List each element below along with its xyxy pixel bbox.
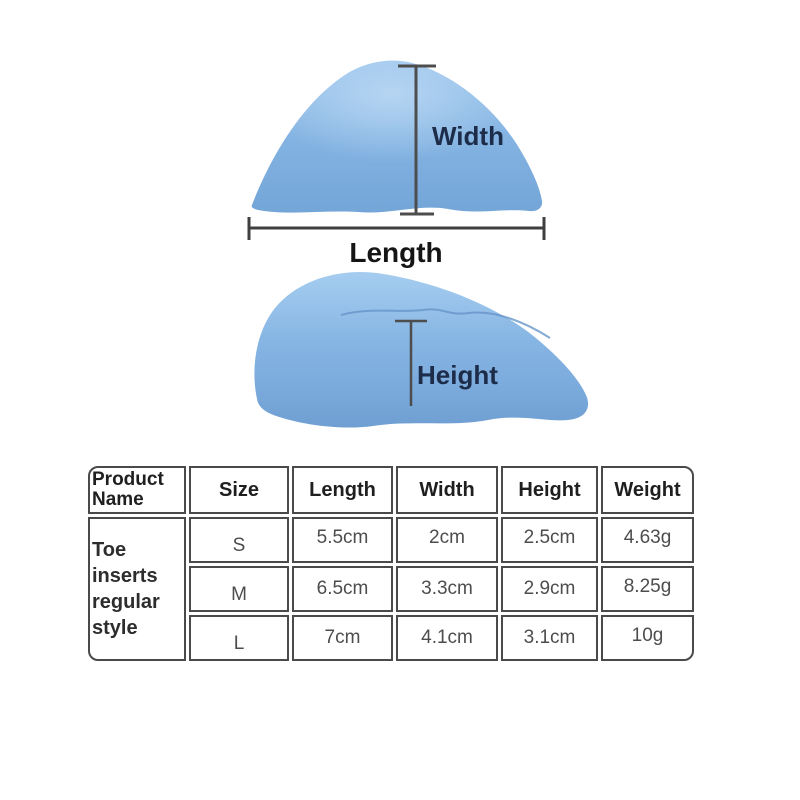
width-label: Width xyxy=(432,121,504,151)
size-cell: S xyxy=(189,517,289,563)
foam-side-view-figure: Height xyxy=(254,271,589,428)
header-length: Length xyxy=(292,466,393,514)
weight-cell: 4.63g xyxy=(601,517,694,563)
height-cell: 2.5cm xyxy=(501,517,598,563)
width-cell: 2cm xyxy=(396,517,498,563)
header-size: Size xyxy=(189,466,289,514)
size-cell: M xyxy=(189,566,289,612)
foam-dome-highlight xyxy=(251,60,543,213)
foam-top-view-figure: Width Length xyxy=(247,60,546,268)
spec-row-m: M 6.5cm 3.3cm 2.9cm 8.25g xyxy=(88,566,694,612)
weight-cell: 8.25g xyxy=(601,566,694,612)
spec-row-l: L 7cm 4.1cm 3.1cm 10g xyxy=(88,615,694,661)
foam-crescent-shape xyxy=(254,271,589,428)
product-name-cell: Toe inserts regular style xyxy=(88,517,186,661)
height-measure-line xyxy=(395,319,427,406)
width-cell: 4.1cm xyxy=(396,615,498,661)
width-cell: 3.3cm xyxy=(396,566,498,612)
foam-crescent-crease xyxy=(340,308,551,339)
length-cell: 7cm xyxy=(292,615,393,661)
height-cell: 3.1cm xyxy=(501,615,598,661)
spec-table: Product Name Size Length Width Height We… xyxy=(85,463,697,664)
header-weight: Weight xyxy=(601,466,694,514)
height-label: Height xyxy=(417,360,498,390)
size-cell: L xyxy=(189,615,289,661)
header-product-name: Product Name xyxy=(88,466,186,514)
length-cell: 5.5cm xyxy=(292,517,393,563)
length-cell: 6.5cm xyxy=(292,566,393,612)
length-measure-line xyxy=(247,217,546,240)
weight-cell: 10g xyxy=(601,615,694,661)
height-cell: 2.9cm xyxy=(501,566,598,612)
width-measure-line xyxy=(398,64,436,216)
header-width: Width xyxy=(396,466,498,514)
length-label: Length xyxy=(349,237,442,268)
spec-row-s: Toe inserts regular style S 5.5cm 2cm 2.… xyxy=(88,517,694,661)
spec-header-row: Product Name Size Length Width Height We… xyxy=(88,466,694,514)
header-height: Height xyxy=(501,466,598,514)
